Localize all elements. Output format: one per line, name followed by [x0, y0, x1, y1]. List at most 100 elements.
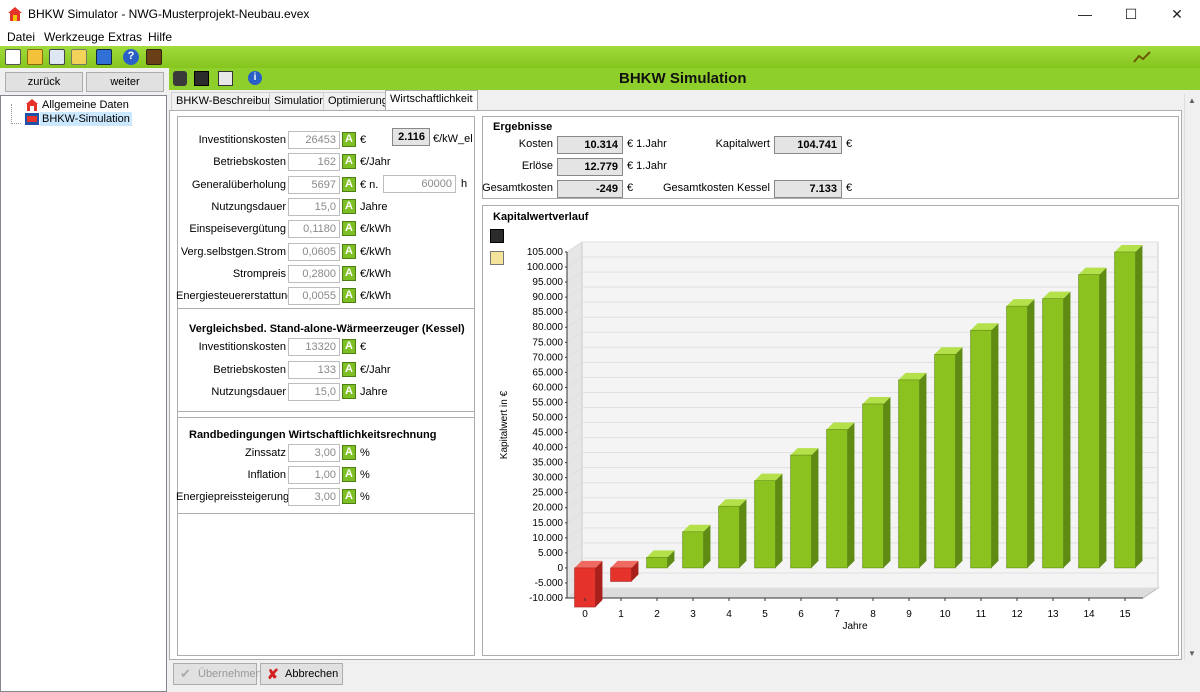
forward-button[interactable]: weiter: [86, 72, 164, 92]
auto-a-icon[interactable]: A: [342, 489, 356, 504]
auto-a-icon[interactable]: A: [342, 339, 356, 354]
menu-werkzeuge[interactable]: Werkzeuge: [44, 30, 105, 44]
maximize-button[interactable]: ☐: [1124, 6, 1138, 22]
tab-bhkw-beschreibung[interactable]: BHKW-Beschreibung: [171, 92, 285, 110]
y-tick-label: 65.000: [532, 367, 563, 378]
results-panel: Ergebnisse Kosten 10.314 € 1.Jahr Erlöse…: [482, 116, 1179, 199]
cost-param-input[interactable]: 5697: [288, 175, 340, 194]
cost-param-input[interactable]: 0,0605: [288, 242, 340, 261]
apply-label: Übernehmen: [198, 668, 262, 680]
y-tick-label: 10.000: [532, 533, 563, 544]
auto-a-icon[interactable]: A: [342, 176, 356, 192]
minimize-button[interactable]: —: [1078, 6, 1092, 22]
tab-optimierung[interactable]: Optimierung: [323, 92, 393, 110]
bar-side: [1135, 245, 1143, 568]
save-icon[interactable]: [194, 71, 209, 86]
auto-a-icon[interactable]: A: [342, 361, 356, 377]
calculator-icon[interactable]: [146, 49, 162, 65]
auto-a-icon[interactable]: A: [342, 154, 356, 170]
bar-side: [631, 560, 639, 582]
section-banner: i BHKW Simulation: [169, 68, 1200, 90]
copy-icon[interactable]: [218, 71, 233, 86]
auto-a-icon[interactable]: A: [342, 221, 356, 237]
x-tick-label: 3: [690, 609, 696, 620]
menu-bar: Datei Werkzeuge Extras Hilfe: [0, 28, 1200, 46]
paste-icon[interactable]: [49, 49, 65, 65]
tree-item-allgemeine-daten[interactable]: Allgemeine Daten: [42, 99, 129, 111]
database-icon[interactable]: [173, 71, 187, 86]
cancel-button[interactable]: ✘ Abbrechen: [260, 663, 343, 685]
chart-trend-icon[interactable]: [1133, 50, 1151, 64]
bar-top: [646, 550, 675, 558]
close-button[interactable]: ✕: [1171, 6, 1183, 22]
overhaul-interval-input[interactable]: 60000: [383, 175, 456, 193]
y-tick-label: 85.000: [532, 307, 563, 318]
cost-param-input[interactable]: 0,1180: [288, 220, 340, 239]
menu-extras[interactable]: Extras: [108, 30, 143, 44]
redo-arrow-icon[interactable]: [96, 49, 112, 65]
kapitalwert-value: 104.741: [774, 136, 842, 154]
chart-save-icon[interactable]: [490, 229, 504, 243]
auto-a-icon[interactable]: A: [342, 467, 356, 482]
auto-a-icon[interactable]: A: [342, 288, 356, 304]
menu-datei[interactable]: Datei: [7, 30, 36, 44]
bar-top: [610, 560, 639, 568]
boundary-param-input[interactable]: 3,00: [288, 488, 340, 506]
vertical-scrollbar[interactable]: ▲ ▼: [1184, 94, 1200, 660]
bar: [1006, 305, 1028, 569]
boundary-param-input[interactable]: 1,00: [288, 466, 340, 484]
auto-a-icon[interactable]: A: [342, 243, 356, 259]
x-tick-label: 4: [726, 609, 732, 620]
boiler-param-input[interactable]: 13320: [288, 338, 340, 356]
open-folder-icon[interactable]: [27, 49, 43, 65]
cost-param-input[interactable]: 162: [288, 153, 340, 172]
bar-top: [574, 560, 603, 568]
auto-a-icon[interactable]: A: [342, 265, 356, 281]
y-axis-label: Kapitalwert in €: [499, 390, 510, 459]
chart-panel: Kapitalwertverlauf -10.000 -5.000 0 5.000 10…: [482, 205, 1179, 656]
boiler-param-input[interactable]: 133: [288, 360, 340, 379]
checkmark-icon: ✔: [180, 666, 191, 681]
cost-param-input[interactable]: 15,0: [288, 197, 340, 216]
auto-a-icon[interactable]: A: [342, 132, 356, 147]
y-gridline-side: [566, 256, 583, 268]
bar-side: [667, 550, 675, 568]
cost-param-input[interactable]: 0,0055: [288, 287, 340, 306]
auto-a-icon[interactable]: A: [342, 445, 356, 460]
y-tick-label: 45.000: [532, 428, 563, 439]
boundary-param-input[interactable]: 3,00: [288, 444, 340, 462]
help-icon[interactable]: ?: [123, 49, 139, 65]
gesamtkosten-kessel-label: Gesamtkosten Kessel: [663, 182, 770, 194]
cost-param-input[interactable]: 26453: [288, 131, 340, 149]
y-gridline-side: [566, 467, 583, 479]
boiler-param-input[interactable]: 15,0: [288, 383, 340, 401]
erloese-unit: € 1.Jahr: [627, 160, 667, 172]
kapitalwert-chart: -10.000 -5.000 0 5.000 10.000 15.000 20.000 25.…: [499, 241, 1160, 632]
y-gridline-side: [566, 392, 583, 403]
bar: [682, 531, 704, 569]
back-button[interactable]: zurück: [5, 72, 83, 92]
y-gridline-side: [566, 452, 583, 464]
auto-a-icon[interactable]: A: [342, 384, 356, 399]
auto-a-icon[interactable]: A: [342, 198, 356, 214]
tab-wirtschaftlichkeit[interactable]: Wirtschaftlichkeit: [385, 90, 478, 110]
cost-param-unit: €/kWh: [360, 290, 392, 303]
y-gridline-side: [566, 422, 583, 433]
cost-param-input[interactable]: 0,2800: [288, 264, 340, 283]
apply-button[interactable]: ✔ Übernehmen: [173, 663, 262, 685]
y-tick-label: 35.000: [532, 458, 563, 469]
edit-icon[interactable]: [71, 49, 87, 65]
boundary-section-title: Randbedingungen Wirtschaftlichkeitsrechn…: [189, 429, 437, 441]
new-file-icon[interactable]: [5, 49, 21, 65]
cancel-label: Abbrechen: [285, 668, 339, 680]
window-title: BHKW Simulator - NWG-Musterprojekt-Neuba…: [28, 7, 310, 21]
bar: [1042, 298, 1064, 569]
menu-hilfe[interactable]: Hilfe: [148, 30, 173, 44]
gesamtkosten-label: Gesamtkosten: [482, 182, 553, 194]
chart-copy-icon[interactable]: [490, 251, 504, 265]
info-icon[interactable]: i: [248, 71, 262, 85]
tab-simulation[interactable]: Simulation: [269, 92, 331, 110]
bar-side: [919, 372, 927, 568]
tree-item-bhkw-simulation[interactable]: BHKW-Simulation: [40, 112, 132, 126]
navigation-pane: zurück weiter Allgemeine Daten BHKW-Simu…: [0, 68, 167, 692]
